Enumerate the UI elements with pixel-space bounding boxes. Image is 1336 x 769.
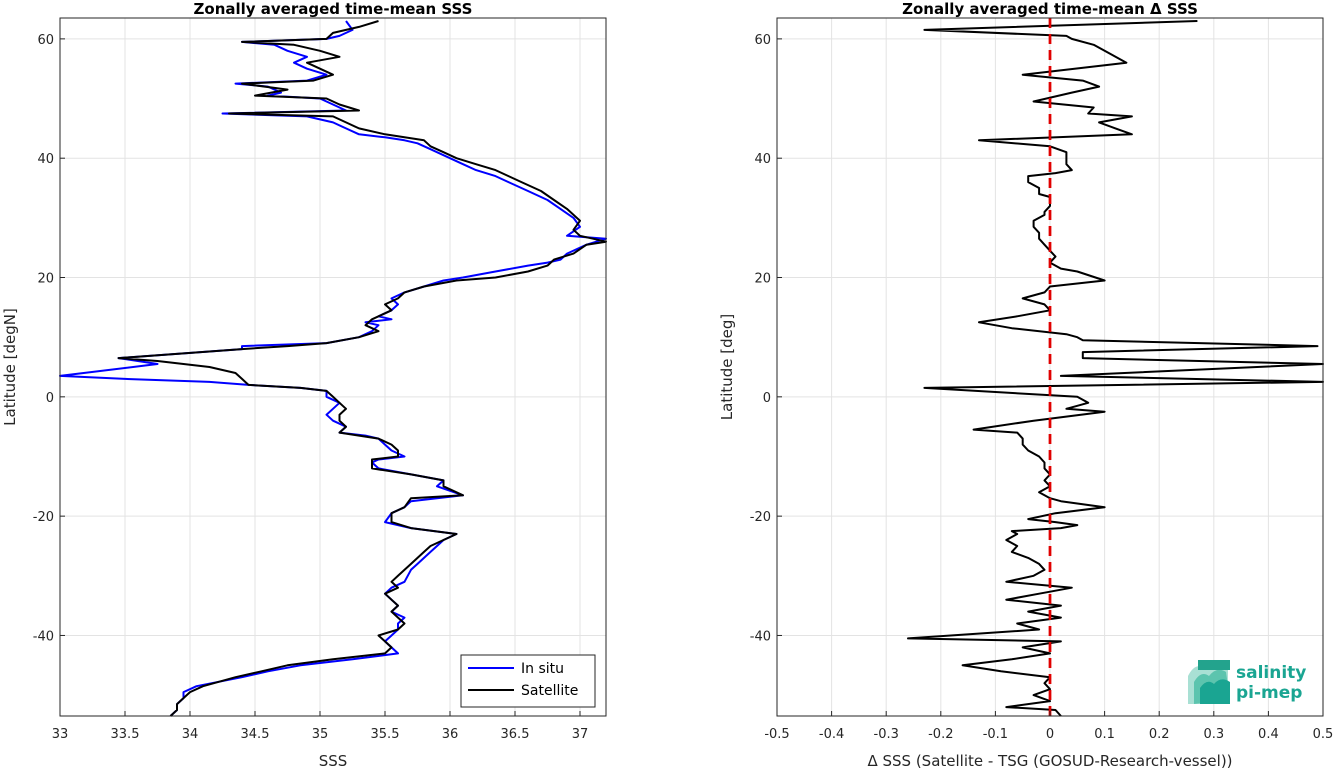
- right-series-delta-sss: [907, 20, 1324, 717]
- left-series-in-situ: [59, 20, 607, 717]
- left-xtick-label: 35: [312, 727, 329, 742]
- left-xtick-label: 37: [572, 727, 589, 742]
- logo-line2: pi-mep: [1236, 683, 1302, 703]
- left-ytick-label: 40: [37, 152, 54, 167]
- right-xtick-label: 0.1: [1094, 727, 1115, 742]
- right-ticks: -0.5 -0.4 -0.3 -0.2 -0.1 0 0.1 0.2 0.3 0.4 0.5 -40 -…: [750, 33, 1334, 742]
- left-xtick-label: 33: [52, 727, 69, 742]
- right-xtick-label: -0.3: [874, 727, 899, 742]
- legend-box: [460, 654, 596, 708]
- left-xtick-label: 34: [182, 727, 199, 742]
- legend: In situ Satellite: [460, 654, 596, 708]
- right-xlabel: Δ SSS (Satellite - TSG (GOSUD-Research-v…: [867, 752, 1232, 769]
- left-ytick-label: 60: [37, 33, 54, 48]
- left-ytick-label: -40: [33, 629, 54, 644]
- left-xtick-label: 36: [442, 727, 459, 742]
- left-series-satellite: [117, 20, 607, 717]
- right-xtick-label: 0.4: [1258, 727, 1279, 742]
- right-ytick-label: 0: [763, 391, 771, 406]
- salinity-pi-mep-logo: salinity pi-mep: [1188, 660, 1306, 704]
- left-xlabel: SSS: [319, 752, 348, 769]
- legend-insitu-label: In situ: [521, 661, 564, 677]
- left-xtick-label: 33.5: [111, 727, 140, 742]
- left-ticks: 33 33.5 34 34.5 35 35.5 36 36.5 37 -40 -20 0 20 40 60: [33, 33, 589, 742]
- right-ylabel: Latitude [deg]: [718, 314, 736, 420]
- right-series: [907, 18, 1324, 717]
- right-ytick-label: -20: [750, 510, 771, 525]
- left-xtick-label: 36.5: [501, 727, 530, 742]
- legend-satellite-label: Satellite: [521, 683, 578, 699]
- right-xtick-label: 0.5: [1313, 727, 1334, 742]
- left-title: Zonally averaged time-mean SSS: [194, 0, 473, 18]
- right-ytick-label: 40: [754, 152, 771, 167]
- right-xtick-label: -0.4: [819, 727, 844, 742]
- right-ytick-label: 20: [754, 272, 771, 287]
- left-xtick-label: 34.5: [241, 727, 270, 742]
- left-xtick-label: 35.5: [371, 727, 400, 742]
- right-xtick-label: -0.1: [983, 727, 1008, 742]
- right-title: Zonally averaged time-mean Δ SSS: [902, 0, 1198, 18]
- right-ytick-label: -40: [750, 629, 771, 644]
- left-ytick-label: 20: [37, 272, 54, 287]
- left-ytick-label: -20: [33, 510, 54, 525]
- left-plot: 33 33.5 34 34.5 35 35.5 36 36.5 37-40-200204060 …: [1, 0, 607, 769]
- right-xtick-label: 0.3: [1203, 727, 1224, 742]
- left-ylabel: Latitude [degN]: [1, 308, 19, 426]
- right-xtick-label: 0: [1046, 727, 1054, 742]
- left-ytick-label: 0: [46, 391, 54, 406]
- right-xtick-label: -0.5: [764, 727, 789, 742]
- logo-waves-icon: [1188, 660, 1230, 704]
- logo-line1: salinity: [1236, 663, 1306, 683]
- right-xtick-label: -0.2: [928, 727, 953, 742]
- left-axes-box: [59, 17, 607, 717]
- left-series: [59, 20, 607, 717]
- right-ytick-label: 60: [754, 33, 771, 48]
- right-xtick-label: 0.2: [1149, 727, 1170, 742]
- right-plot: -0.5 -0.4 -0.3 -0.2 -0.1 0 0.1 0.2 0.3 0.4 0.5 -40 -…: [718, 0, 1333, 769]
